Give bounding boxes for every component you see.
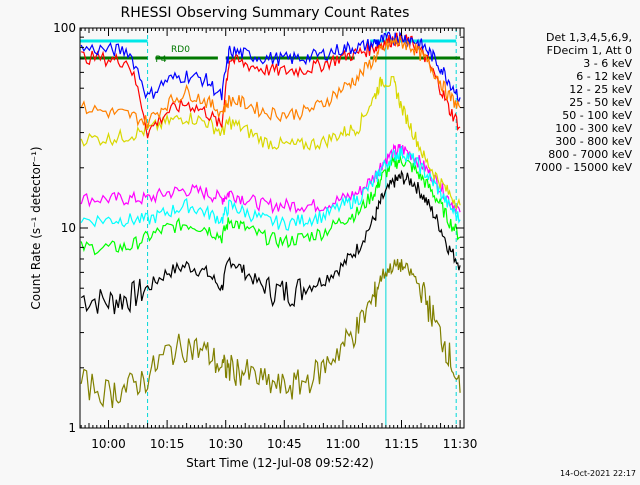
legend-entry: 300 - 800 keV: [555, 135, 632, 148]
annotation-p4: P4: [155, 55, 166, 65]
y-axis-label: Count Rate (s⁻¹ detector⁻¹): [29, 146, 43, 309]
x-tick-label: 10:15: [150, 437, 185, 451]
legend-entry: 25 - 50 keV: [569, 96, 632, 109]
series-line-6: [80, 31, 461, 103]
legend-entry: 6 - 12 keV: [576, 70, 632, 83]
series-line-3: [80, 145, 461, 231]
legend-entry: 7000 - 15000 keV: [534, 161, 632, 174]
chart-title: RHESSI Observing Summary Count Rates: [121, 5, 410, 21]
x-tick-label: 10:45: [267, 437, 302, 451]
generation-timestamp: 14-Oct-2021 22:17: [560, 469, 636, 478]
axes: 1 10 100 10:00 10:15 10:30 10:45 11:00 11:15 11:3…: [53, 21, 477, 451]
legend-entry: 800 - 7000 keV: [548, 148, 632, 161]
x-tick-label: 11:15: [384, 437, 419, 451]
legend-entry: 12 - 25 keV: [569, 83, 632, 96]
x-tick-label: 10:00: [91, 437, 126, 451]
series-line-4: [80, 75, 461, 210]
legend-entry: 100 - 300 keV: [555, 122, 632, 135]
x-tick-label: 11:30: [443, 437, 478, 451]
x-tick-label: 10:30: [208, 437, 243, 451]
series-line-2: [80, 155, 461, 256]
plot-area: RD0 P4: [80, 28, 461, 428]
legend-header-detectors: Det 1,3,4,5,6,9,: [546, 31, 632, 44]
series-line-0: [80, 169, 461, 315]
y-tick-label: 100: [53, 21, 76, 35]
series-line-5: [81, 32, 461, 139]
legend-header-decimation: FDecim 1, Att 0: [547, 44, 632, 57]
y-tick-label: 10: [61, 221, 76, 235]
y-tick-label: 1: [68, 421, 76, 435]
annotation-rd0: RD0: [171, 45, 190, 55]
series-line-8: [80, 258, 461, 408]
series-line-7: [80, 35, 461, 129]
x-tick-label: 11:00: [326, 437, 361, 451]
x-axis-label: Start Time (12-Jul-08 09:52:42): [186, 456, 374, 470]
legend-entry: 50 - 100 keV: [562, 109, 632, 122]
legend-entry: 3 - 6 keV: [583, 57, 632, 70]
